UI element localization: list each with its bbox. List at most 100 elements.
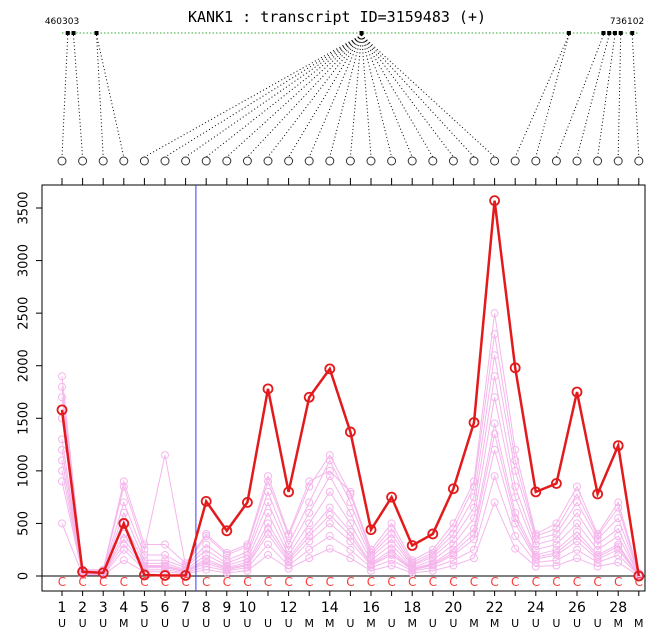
background-point [305,482,314,491]
exon-connector [576,34,610,158]
background-point [511,519,520,528]
background-point [202,545,211,554]
probe-circle [263,156,273,166]
c-label: C [305,575,313,589]
highlight-point [551,478,562,489]
background-point [264,472,272,481]
background-point [58,382,66,391]
plot-frame [41,184,646,592]
probe-circle [222,156,232,166]
highlight-point [571,386,583,398]
background-point [325,472,334,481]
c-label: C [490,575,498,589]
background-point [511,514,520,523]
x-tick-label: 6 [161,600,170,616]
probe-type-label: M [407,617,417,630]
highlight-point [489,195,501,207]
c-label: C [552,575,560,589]
probe-type-label: M [490,617,500,630]
background-point [305,498,314,507]
background-point [305,532,314,541]
probe-circle [510,156,520,166]
probe-type-label: U [140,617,148,630]
exon-block [71,31,76,35]
exon-connector [96,34,125,158]
probe-circle [57,156,67,166]
probe-type-label: M [119,617,129,630]
background-point [58,393,66,402]
background-point [325,511,334,520]
exon-connector [267,34,362,158]
background-point [243,566,252,575]
probe-circle [242,156,252,166]
probe-circle [160,156,170,166]
background-point [305,554,314,563]
highlight-point [56,404,68,416]
background-point [470,554,478,563]
background-point [614,532,623,541]
probe-circle [428,156,438,166]
x-tick-label: 22 [486,600,504,616]
exon-block [65,31,70,35]
c-label: C [593,575,601,589]
c-label: C [387,575,395,589]
c-label: C [284,575,292,589]
background-point [264,498,272,507]
probe-circle [139,156,149,166]
background-point [490,351,499,360]
probe-type-label: U [532,617,540,630]
exon-connector [288,34,362,158]
end-coordinate: 736102 [610,17,644,27]
c-label: C [181,575,189,589]
background-point [325,532,334,541]
background-point [284,556,293,565]
probe-type-label: U [79,617,87,630]
background-point [58,372,66,381]
background-point [490,330,499,339]
background-point [428,560,437,569]
c-label: C [78,575,86,589]
background-point [58,519,66,528]
background-point [511,544,520,553]
background-point [202,540,211,549]
probe-type-label: U [429,617,437,630]
c-label: C [223,575,231,589]
highlight-point [427,528,439,540]
background-point [614,503,623,512]
probe-circle [407,156,417,166]
highlight-point [386,491,398,503]
x-tick-label: 24 [527,600,545,616]
probe-type-label: U [161,617,169,630]
highlight-point [303,391,315,403]
background-point [264,550,272,559]
background-point [161,451,169,460]
exon-connector [631,34,640,158]
background-point [490,372,499,381]
probe-circle [201,156,211,166]
highlight-point [200,495,212,507]
background-point [222,550,231,559]
background-series-line [61,334,640,575]
exon-connector [535,34,570,158]
background-point [140,550,149,559]
highlight-point [262,383,274,395]
background-point [552,540,561,549]
background-point [614,540,623,549]
probe-type-label: U [285,617,293,630]
genome-exon-map [57,31,644,185]
background-point [161,550,169,559]
probe-type-label: M [366,617,376,630]
background-point [614,542,623,551]
exon-connector [361,34,454,158]
background-point [202,532,211,541]
exon-connector [226,34,362,158]
background-point [325,487,334,496]
c-label: C [140,575,148,589]
probe-type-label: U [511,617,519,630]
start-coordinate: 460303 [45,17,79,27]
highlight-point [118,518,130,529]
highlight-point [447,483,459,495]
background-point [346,519,355,528]
x-tick-label: 5 [140,600,149,616]
